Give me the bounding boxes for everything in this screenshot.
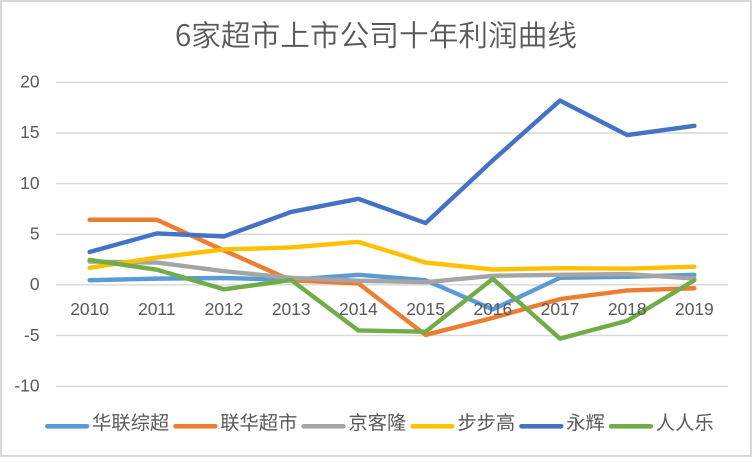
svg-text:10: 10 xyxy=(20,173,39,193)
svg-text:20: 20 xyxy=(20,72,39,92)
svg-text:2016: 2016 xyxy=(473,299,512,319)
svg-text:2013: 2013 xyxy=(272,299,311,319)
svg-text:2012: 2012 xyxy=(205,299,244,319)
svg-text:5: 5 xyxy=(30,223,40,243)
svg-text:2015: 2015 xyxy=(406,299,445,319)
svg-text:2019: 2019 xyxy=(675,299,714,319)
svg-text:2011: 2011 xyxy=(138,299,175,319)
svg-text:0: 0 xyxy=(30,274,40,294)
svg-text:2014: 2014 xyxy=(339,299,378,319)
svg-text:2017: 2017 xyxy=(541,299,580,319)
svg-text:-5: -5 xyxy=(24,325,39,345)
svg-text:2010: 2010 xyxy=(70,299,109,319)
svg-text:15: 15 xyxy=(20,122,39,142)
svg-text:-10: -10 xyxy=(14,375,39,395)
svg-text:2018: 2018 xyxy=(608,299,647,319)
